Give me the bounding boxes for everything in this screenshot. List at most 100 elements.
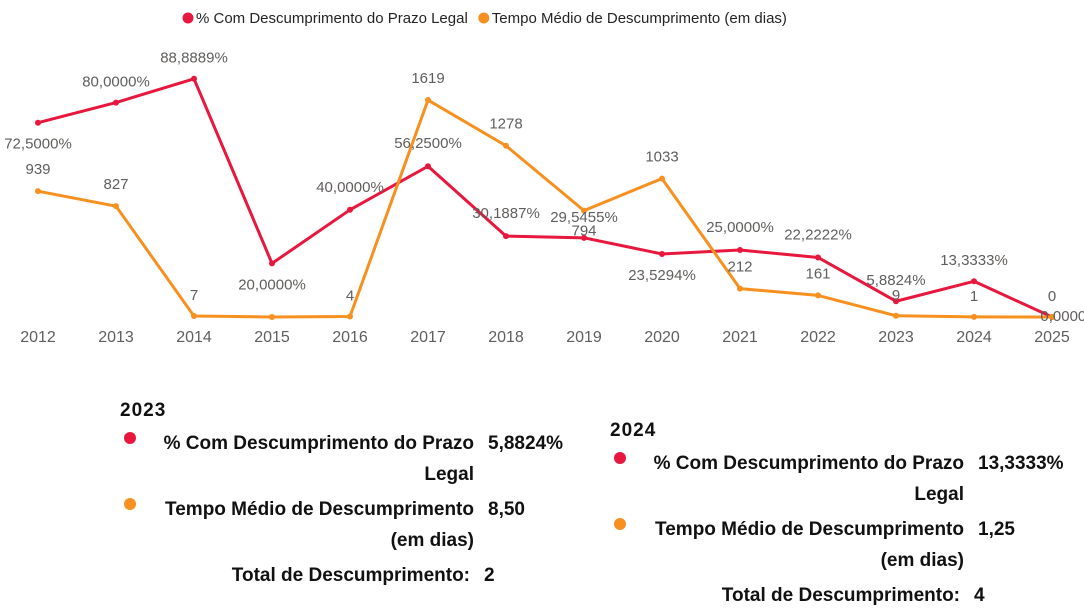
tooltip-row: Tempo Médio de Descumprimento (em dias) 8… [120, 494, 563, 556]
data-label: 13,3333% [940, 252, 1008, 269]
x-tick-label: 2017 [410, 329, 446, 346]
data-label: 23,5294% [628, 267, 696, 284]
data-label: 1 [970, 288, 978, 305]
tooltip-marker [124, 498, 136, 510]
page: {"chart_data": {"type": "line", "categor… [4, 9, 1084, 606]
legend-marker [182, 12, 194, 24]
tooltip: 2023 % Com Descumprimento do Prazo Legal 5… [120, 400, 563, 591]
x-tick-label: 2024 [956, 329, 992, 346]
tooltip-title: 2023 [120, 400, 167, 421]
data-point [425, 97, 431, 104]
data-point [503, 233, 509, 240]
data-point [581, 207, 587, 214]
tooltip-row: % Com Descumprimento do Prazo Legal 5,882… [120, 428, 563, 490]
x-tick-label: 2013 [98, 329, 134, 346]
data-point [425, 163, 431, 170]
tooltip-total-value: 4 [974, 585, 985, 606]
tooltip-total-label: Total de Descumprimento: [231, 565, 470, 586]
data-label: 5,8824% [866, 272, 925, 289]
x-tick-label: 2014 [176, 329, 212, 346]
data-label: 794 [571, 223, 596, 240]
x-tick-label: 2015 [254, 329, 290, 346]
data-point [581, 234, 587, 241]
data-point [113, 99, 119, 106]
data-label: 0,0000% [1040, 308, 1084, 325]
data-label: 939 [25, 161, 50, 178]
data-label: 40,0000% [316, 179, 384, 196]
data-label: 80,0000% [82, 74, 150, 91]
data-point [893, 312, 899, 319]
tooltip-title: 2024 [610, 420, 657, 441]
x-tick-label: 2022 [800, 329, 836, 346]
data-point [659, 175, 665, 182]
x-tick-label: 2019 [566, 329, 602, 346]
data-point [737, 247, 743, 253]
data-label: 25,0000% [706, 219, 774, 236]
x-tick-label: 2016 [332, 329, 368, 346]
tooltip-label: % Com Descumprimento do Prazo Legal [653, 453, 964, 505]
data-point [347, 313, 353, 320]
tooltip-value: 8,50 [488, 499, 525, 520]
legend-marker [478, 12, 490, 24]
tooltip-total: Total de Descumprimento: 4 [610, 580, 1064, 611]
data-label: 1033 [645, 149, 678, 166]
x-tick-label: 2025 [1034, 329, 1070, 346]
tooltip-row: Tempo Médio de Descumprimento (em dias) 1… [610, 514, 1064, 576]
series-line [37, 77, 1053, 319]
data-label: 20,0000% [238, 276, 306, 293]
tooltip-label: Tempo Médio de Descumprimento (em dias) [655, 519, 964, 571]
legend-label: % Com Descumprimento do Prazo Legal [196, 10, 468, 27]
data-point [971, 278, 977, 285]
data-point [113, 203, 119, 210]
data-point [269, 260, 275, 267]
x-tick-label: 2012 [20, 329, 56, 346]
tooltip-row: % Com Descumprimento do Prazo Legal 13,33… [610, 448, 1064, 510]
data-label: 161 [805, 265, 830, 282]
legend: % Com Descumprimento do Prazo Legal Tempo… [182, 10, 787, 27]
data-label: 1278 [489, 116, 522, 133]
x-tick-label: 2020 [644, 329, 680, 346]
data-label: 56,2500% [394, 135, 462, 152]
tooltip-value: 13,3333% [978, 453, 1064, 474]
tooltip-total: Total de Descumprimento: 2 [120, 560, 563, 591]
data-point [35, 119, 41, 126]
data-point [191, 75, 197, 82]
data-point [191, 313, 197, 320]
x-tick-label: 2021 [722, 329, 758, 346]
x-tick-label: 2018 [488, 329, 524, 346]
tooltip-label: Tempo Médio de Descumprimento (em dias) [165, 499, 474, 551]
data-point [35, 188, 41, 195]
tooltip: 2024 % Com Descumprimento do Prazo Legal 1… [610, 420, 1064, 611]
x-tick-label: 2023 [878, 329, 914, 346]
data-label: 72,5000% [4, 136, 72, 153]
data-label: 29,5455% [550, 209, 618, 226]
chart: % Com Descumprimento do Prazo Legal Tempo… [4, 10, 1084, 346]
tooltip-label: % Com Descumprimento do Prazo Legal [163, 433, 474, 485]
data-point [347, 206, 353, 213]
tooltip-value: 5,8824% [488, 433, 564, 454]
data-label: 827 [103, 176, 128, 193]
data-point [815, 292, 821, 299]
tooltip-marker [124, 432, 136, 444]
data-point [1049, 314, 1055, 320]
data-label: 88,8889% [160, 50, 228, 67]
tooltip-value: 1,25 [978, 519, 1015, 540]
data-label: 30,1887% [472, 205, 540, 222]
data-point [503, 142, 509, 149]
data-point [893, 298, 899, 305]
tooltip-marker [614, 452, 626, 464]
data-label: 7 [190, 287, 198, 304]
data-label: 4 [346, 287, 354, 304]
data-point [971, 313, 977, 320]
data-point [659, 250, 665, 257]
data-label: 212 [727, 259, 752, 276]
data-point [737, 285, 743, 292]
data-label: 22,2222% [784, 226, 852, 243]
tooltip-total-value: 2 [484, 565, 495, 586]
legend-label: Tempo Médio de Descumprimento (em dias) [492, 10, 787, 27]
data-point [815, 254, 821, 261]
tooltip-total-label: Total de Descumprimento: [721, 585, 960, 606]
data-point [269, 314, 275, 320]
data-label: 0 [1048, 288, 1056, 305]
data-label: 9 [892, 287, 900, 304]
